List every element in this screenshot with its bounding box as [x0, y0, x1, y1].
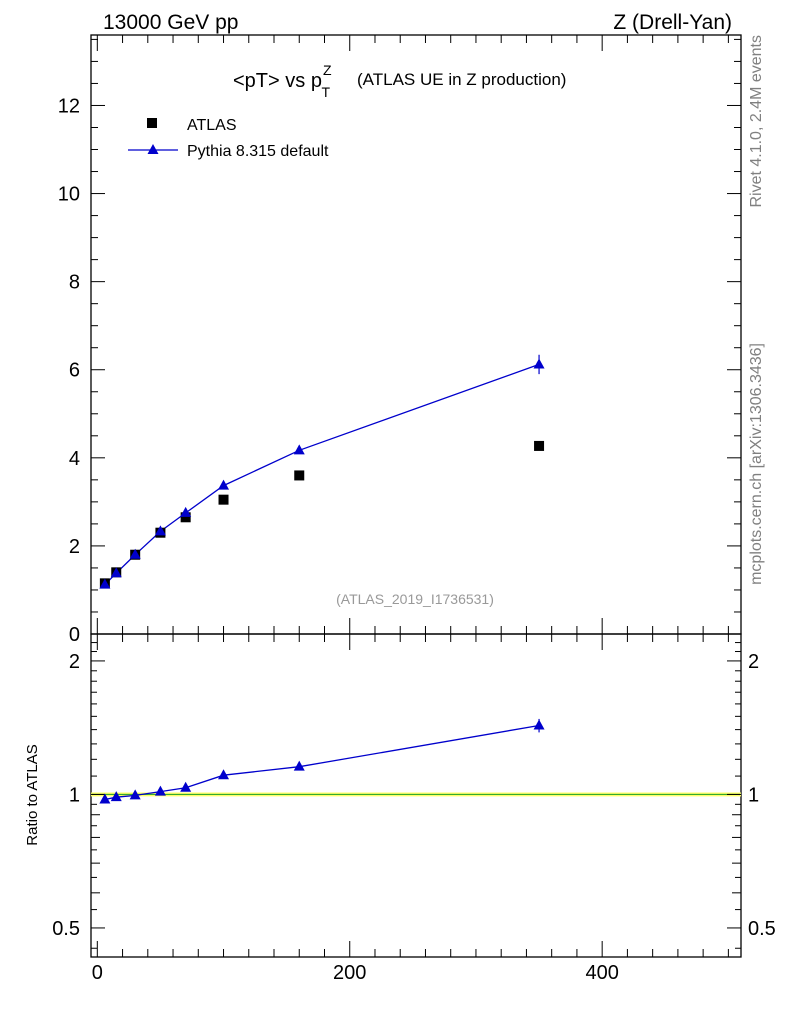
ratio-y-tick-label: 2: [69, 651, 80, 673]
pythia-data-point: [218, 479, 230, 490]
main-axis-ticks: [91, 35, 741, 635]
ratio-data-point: [180, 781, 192, 792]
ratio-data-point: [293, 760, 305, 771]
x-tick-label: 200: [333, 962, 366, 984]
ratio-reference-band: [91, 792, 741, 797]
ratio-y-tick-label-right: 2: [748, 651, 759, 673]
pythia-data-point: [533, 358, 545, 369]
ratio-y-tick-label-right: 0.5: [748, 918, 776, 940]
title-superscript: Z: [323, 62, 332, 78]
x-tick-label: 400: [585, 962, 618, 984]
ratio-y-tick-labels: 0.5 0.5 1 1 2 2: [52, 651, 776, 940]
ratio-y-axis-label: Ratio to ATLAS: [24, 744, 41, 845]
legend-pythia-marker: [147, 144, 159, 154]
legend-atlas-label: ATLAS: [187, 117, 237, 134]
atlas-data-point: [218, 494, 229, 505]
y-tick-label: 8: [69, 272, 80, 294]
ratio-data-point: [218, 769, 230, 780]
atlas-data-point: [294, 470, 305, 481]
rivet-version-label: Rivet 4.1.0, 2.4M events: [748, 35, 765, 208]
pythia-data-point: [110, 567, 122, 578]
title-subscript: T: [322, 84, 331, 100]
energy-label: 13000 GeV pp: [103, 11, 238, 34]
ratio-y-tick-label: 1: [69, 784, 80, 806]
ratio-data-point: [154, 785, 166, 796]
x-tick-labels: 0 200 400: [92, 962, 619, 984]
pythia-data-point: [99, 578, 111, 589]
y-tick-label: 4: [69, 448, 80, 470]
plot-title: <pT> vs pZ T: [233, 62, 332, 100]
atlas-data-point: [180, 512, 191, 523]
y-tick-label: 12: [58, 95, 80, 117]
atlas-data-point: [534, 440, 545, 451]
ratio-series-line: [104, 724, 540, 801]
analysis-watermark: (ATLAS_2019_I1736531): [336, 591, 494, 607]
ratio-data-point: [99, 793, 111, 804]
process-label: Z (Drell-Yan): [613, 11, 732, 34]
pythia-data-point: [129, 548, 141, 559]
main-panel: 0 2 4 6 8 10 12 <pT> vs pZ T (ATLAS UE in Z pro…: [58, 34, 742, 646]
ratio-data-point: [533, 719, 545, 730]
legend: ATLAS Pythia 8.315 default: [128, 117, 329, 160]
y-tick-label: 2: [69, 536, 80, 558]
pythia-data-point: [154, 525, 166, 536]
ratio-data-point: [110, 791, 122, 802]
title-rest: (ATLAS UE in Z production): [357, 70, 566, 89]
ratio-axis-ticks: [91, 634, 741, 957]
title-main: <pT> vs p: [233, 70, 322, 92]
legend-atlas-marker: [147, 118, 157, 128]
main-marks: [99, 354, 545, 589]
ratio-y-tick-label: 0.5: [52, 918, 80, 940]
ratio-panel: 0.5 0.5 1 1 2 2 0 200 400 Ratio to ATLAS: [24, 633, 776, 984]
pythia-series-line: [104, 363, 540, 586]
ratio-y-tick-label-right: 1: [748, 784, 759, 806]
mcplots-label: mcplots.cern.ch [arXiv:1306.3436]: [748, 343, 765, 585]
ratio-marks: [99, 718, 545, 804]
main-y-tick-labels: 0 2 4 6 8 10 12: [58, 95, 80, 646]
pythia-data-point: [293, 444, 305, 455]
ratio-data-point: [129, 789, 141, 800]
y-tick-label: 6: [69, 360, 80, 382]
y-tick-label: 0: [69, 624, 80, 646]
pythia-data-point: [180, 506, 192, 517]
x-tick-label: 0: [92, 962, 103, 984]
y-tick-label: 10: [58, 184, 80, 206]
legend-pythia-label: Pythia 8.315 default: [187, 143, 329, 160]
